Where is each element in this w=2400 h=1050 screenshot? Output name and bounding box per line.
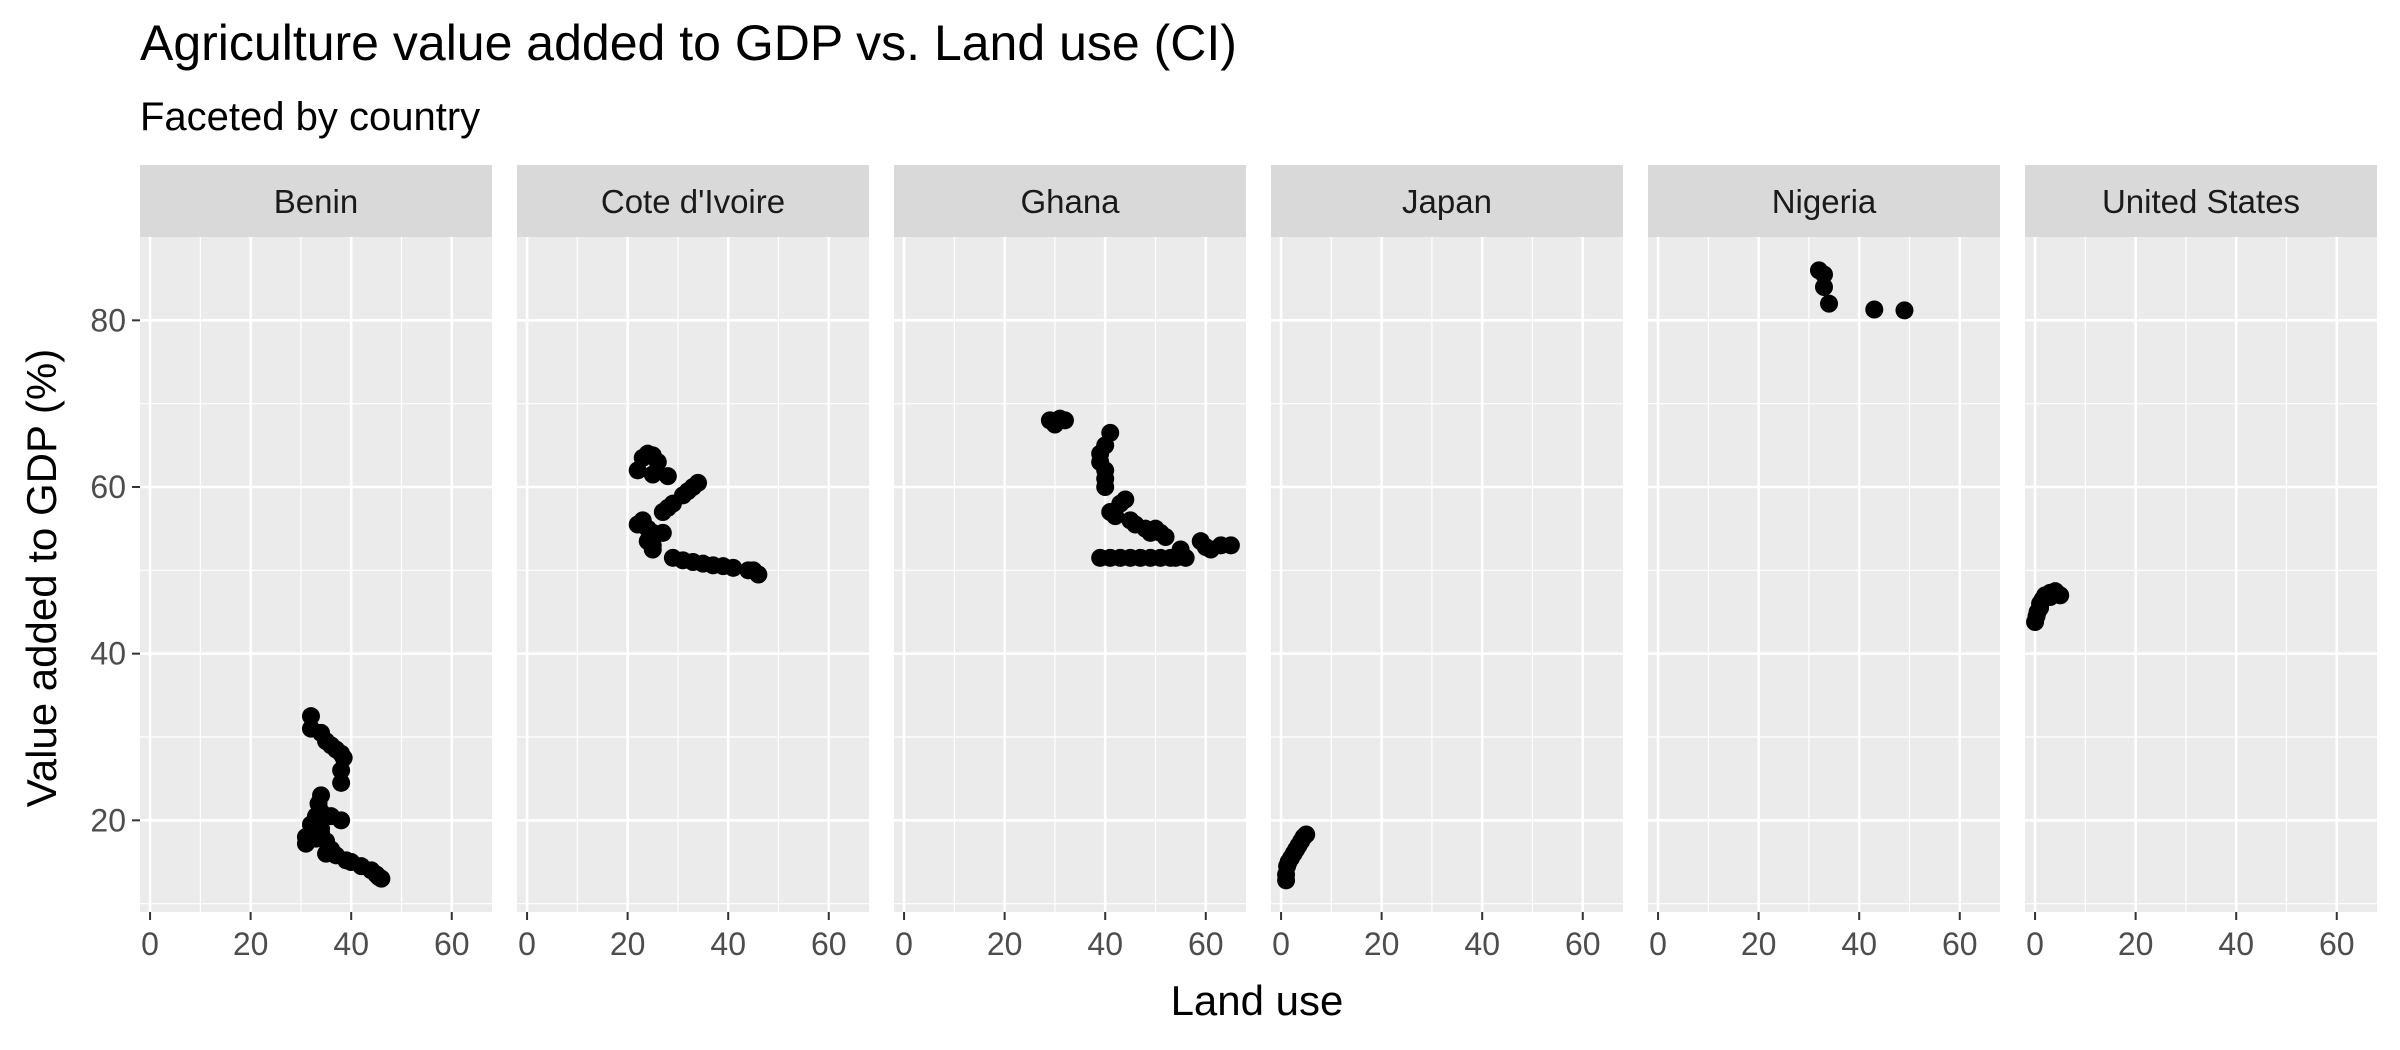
x-tick-label: 60	[1188, 926, 1224, 962]
data-point	[1820, 294, 1839, 313]
x-tick-label: 20	[2118, 926, 2154, 962]
panel-background	[1271, 237, 1623, 912]
data-point	[1116, 490, 1135, 509]
y-tick-label: 80	[90, 302, 126, 338]
data-point	[332, 811, 351, 830]
x-tick-label: 0	[1272, 926, 1290, 962]
facet-strip	[517, 165, 869, 237]
panel-background	[894, 237, 1246, 912]
x-tick-label: 40	[1841, 926, 1877, 962]
data-point	[1815, 265, 1833, 284]
x-tick-label: 0	[2026, 926, 2044, 962]
data-point	[658, 467, 677, 486]
data-point	[1815, 278, 1833, 296]
data-point	[653, 523, 672, 542]
data-point	[332, 761, 351, 780]
data-point	[1221, 536, 1240, 555]
y-tick-label: 40	[90, 636, 126, 672]
panel-background	[2025, 237, 2377, 912]
facet-strip-label: Japan	[1402, 183, 1492, 220]
x-tick-label: 60	[1942, 926, 1978, 962]
data-point	[372, 869, 391, 888]
facet-strip-label: Benin	[274, 183, 358, 220]
x-tick-label: 0	[1649, 926, 1667, 962]
x-tick-label: 0	[141, 926, 159, 962]
x-tick-label: 60	[2319, 926, 2355, 962]
data-point	[1895, 301, 1914, 320]
facet-strip	[1271, 165, 1623, 237]
data-point	[724, 558, 743, 577]
facet-strip	[2025, 165, 2377, 237]
data-point	[749, 565, 768, 584]
facet-strip-label: Nigeria	[1772, 183, 1877, 220]
x-tick-label: 40	[710, 926, 746, 962]
x-tick-label: 60	[1565, 926, 1601, 962]
data-point	[1297, 825, 1316, 844]
chart-title: Agriculture value added to GDP vs. Land …	[140, 15, 1237, 71]
x-tick-label: 40	[1464, 926, 1500, 962]
data-point	[1096, 478, 1115, 496]
facet-strip	[1648, 165, 2000, 237]
x-tick-label: 60	[811, 926, 847, 962]
data-point	[1156, 528, 1175, 546]
facet-panels: Benin 0 20 40 60 Cote d'Ivoire 0 20 40 60 Ghana 0 20…	[140, 165, 2377, 962]
data-point	[332, 773, 351, 792]
data-point	[1171, 540, 1190, 559]
facet-cote-d-ivoire: Cote d'Ivoire 0 20 40 60	[517, 165, 869, 962]
x-tick-label: 0	[895, 926, 913, 962]
x-tick-label: 40	[2218, 926, 2254, 962]
x-tick-label: 20	[1364, 926, 1400, 962]
facet-japan: Japan 0 20 40 60	[1271, 165, 1623, 962]
facet-strip	[140, 165, 492, 237]
data-point	[643, 540, 662, 559]
data-point	[689, 473, 708, 492]
y-tick-label: 20	[90, 802, 126, 838]
x-tick-label: 40	[1087, 926, 1123, 962]
data-point	[301, 707, 320, 726]
y-tick-label: 60	[90, 469, 126, 505]
x-tick-label: 40	[333, 926, 369, 962]
facet-strip	[894, 165, 1246, 237]
x-tick-label: 20	[1741, 926, 1777, 962]
y-axis: 20 40 60 80	[90, 302, 140, 838]
x-tick-label: 20	[233, 926, 269, 962]
panel-background	[517, 237, 869, 912]
panel-background	[1648, 237, 2000, 912]
data-point	[2041, 588, 2060, 606]
x-tick-label: 20	[610, 926, 646, 962]
facet-united-states: United States 0 20 40 60	[2025, 165, 2377, 962]
facet-strip-label: Ghana	[1020, 183, 1120, 220]
facet-strip-label: Cote d'Ivoire	[601, 183, 785, 220]
x-tick-label: 20	[987, 926, 1023, 962]
facet-nigeria: Nigeria 0 20 40 60	[1648, 165, 2000, 962]
x-axis-title: Land use	[1171, 977, 1344, 1024]
facet-benin: Benin 0 20 40 60	[140, 165, 492, 962]
chart-subtitle: Faceted by country	[140, 95, 480, 139]
x-tick-label: 0	[518, 926, 536, 962]
facet-strip-label: United States	[2102, 183, 2300, 220]
data-point	[1865, 300, 1884, 319]
facet-ghana: Ghana 0 20 40 60	[894, 165, 1246, 962]
data-point	[643, 465, 662, 484]
x-tick-label: 60	[434, 926, 470, 962]
y-axis-title: Value added to GDP (%)	[18, 349, 65, 807]
data-point	[1055, 411, 1074, 430]
